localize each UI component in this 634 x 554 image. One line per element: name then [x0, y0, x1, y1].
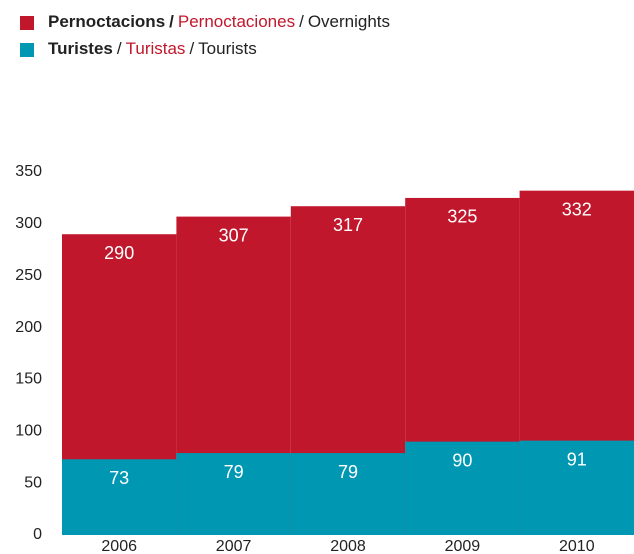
x-tick-label: 2006 — [101, 538, 137, 554]
legend-swatch — [20, 43, 34, 57]
y-tick-label: 150 — [15, 371, 42, 388]
legend-label: Turistes / Turistas / Tourists — [48, 39, 257, 58]
value-label: 79 — [338, 462, 358, 482]
legend-name-es: Turistas — [126, 39, 186, 58]
legend-name: Turistes — [48, 39, 113, 58]
y-tick-label: 250 — [15, 267, 42, 284]
x-tick-label: 2010 — [559, 538, 595, 554]
legend-separator: / — [117, 39, 122, 58]
y-tick-label: 0 — [33, 526, 42, 543]
x-tick-label: 2009 — [445, 538, 481, 554]
legend-name-es: Pernoctaciones — [178, 12, 295, 31]
bar — [519, 440, 634, 535]
x-tick-label: 2008 — [330, 538, 366, 554]
value-label: 73 — [109, 468, 129, 488]
y-tick-label: 200 — [15, 319, 42, 336]
legend-name: Pernoctacions — [48, 12, 165, 31]
bar — [290, 453, 406, 535]
value-label: 307 — [219, 225, 249, 245]
legend-separator: / — [299, 12, 304, 31]
legend-separator: / — [169, 12, 174, 31]
legend-name-en: Tourists — [198, 39, 257, 58]
legend-separator: / — [189, 39, 194, 58]
value-label: 290 — [104, 243, 134, 263]
value-label: 79 — [224, 462, 244, 482]
bar — [176, 453, 291, 535]
y-tick-label: 100 — [15, 423, 42, 440]
value-label: 317 — [333, 215, 363, 235]
legend-label: Pernoctacions / Pernoctaciones / Overnights — [48, 12, 390, 31]
x-tick-label: 2007 — [216, 538, 252, 554]
y-tick-label: 350 — [15, 163, 42, 180]
bar — [62, 459, 177, 535]
bar — [405, 441, 520, 535]
y-tick-label: 300 — [15, 215, 42, 232]
value-label: 332 — [562, 199, 592, 219]
legend-name-en: Overnights — [308, 12, 390, 31]
legend-swatch — [20, 16, 34, 30]
value-label: 325 — [447, 207, 477, 227]
value-label: 90 — [452, 450, 472, 470]
value-label: 91 — [567, 449, 587, 469]
y-tick-label: 50 — [24, 474, 42, 491]
